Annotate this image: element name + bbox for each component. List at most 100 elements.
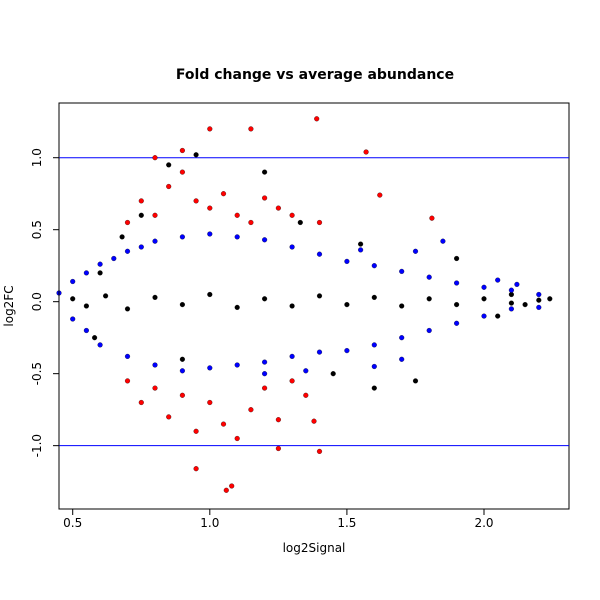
- data-point: [179, 234, 185, 240]
- data-point: [166, 162, 172, 168]
- data-point: [371, 363, 377, 370]
- data-point: [166, 183, 172, 190]
- data-point: [179, 169, 185, 175]
- data-point: [316, 448, 323, 454]
- data-point: [103, 293, 109, 299]
- data-point: [358, 247, 364, 253]
- data-point: [536, 297, 542, 303]
- data-point: [275, 445, 281, 452]
- data-point: [152, 362, 158, 368]
- data-point: [229, 483, 235, 489]
- data-point: [220, 191, 227, 197]
- data-point: [97, 270, 103, 276]
- data-point: [371, 342, 377, 348]
- data-point: [481, 313, 487, 319]
- data-point: [152, 155, 158, 161]
- data-point: [234, 435, 240, 442]
- data-point: [399, 335, 405, 341]
- data-point: [92, 335, 98, 341]
- data-point: [248, 407, 254, 413]
- data-point: [508, 287, 514, 293]
- data-point: [262, 371, 268, 377]
- y-axis-label: log2FC: [2, 285, 16, 326]
- data-point: [371, 263, 377, 269]
- data-point: [344, 258, 350, 264]
- data-point: [289, 244, 295, 250]
- data-point: [262, 359, 268, 365]
- data-point: [303, 392, 309, 398]
- data-point: [220, 421, 227, 427]
- reference-lines: [59, 157, 569, 447]
- data-point: [508, 300, 514, 306]
- data-point: [97, 342, 103, 348]
- y-axis: -1.0 -0.5 0.0 0.5 1.0: [30, 148, 60, 457]
- data-point: [124, 248, 131, 254]
- data-point: [316, 219, 323, 226]
- data-point: [399, 356, 405, 362]
- data-point: [412, 248, 419, 254]
- data-point: [207, 291, 213, 298]
- data-point: [124, 378, 131, 384]
- x-axis-label: log2Signal: [283, 541, 346, 555]
- data-point: [508, 306, 514, 312]
- data-point: [179, 368, 185, 374]
- data-point: [426, 274, 432, 280]
- data-point: [289, 212, 295, 218]
- data-point: [193, 428, 199, 434]
- data-point: [207, 231, 213, 237]
- data-points: [56, 116, 553, 493]
- y-tick-label: -0.5: [30, 362, 44, 385]
- data-point: [138, 399, 144, 406]
- data-point: [377, 192, 383, 198]
- data-point: [454, 280, 460, 286]
- data-point: [547, 296, 553, 302]
- data-point: [262, 237, 268, 243]
- data-point: [166, 414, 172, 420]
- data-point: [426, 327, 432, 334]
- data-point: [152, 385, 158, 391]
- data-point: [207, 365, 213, 371]
- data-point: [426, 296, 432, 302]
- x-tick-label: 0.5: [63, 516, 82, 530]
- data-point: [179, 356, 185, 362]
- data-point: [262, 385, 268, 391]
- data-point: [330, 371, 336, 377]
- data-point: [207, 126, 213, 132]
- data-point: [138, 212, 144, 218]
- data-point: [119, 234, 125, 240]
- data-point: [481, 284, 487, 290]
- data-point: [83, 270, 89, 276]
- data-point: [179, 392, 185, 398]
- data-point: [495, 277, 501, 283]
- data-point: [193, 152, 199, 158]
- data-point: [536, 304, 542, 310]
- data-point: [508, 291, 514, 298]
- x-tick-label: 1.5: [337, 516, 356, 530]
- data-point: [138, 198, 144, 204]
- x-tick-label: 2.0: [474, 516, 493, 530]
- data-point: [275, 205, 281, 211]
- data-point: [399, 268, 405, 274]
- data-point: [179, 302, 185, 308]
- data-point: [429, 215, 435, 221]
- y-tick-label: -1.0: [30, 434, 44, 457]
- data-point: [344, 302, 350, 308]
- data-point: [514, 281, 520, 287]
- y-tick-label: 0.0: [30, 292, 44, 311]
- data-point: [314, 116, 320, 122]
- data-point: [70, 278, 76, 285]
- data-point: [316, 349, 323, 355]
- data-point: [152, 294, 158, 300]
- data-point: [412, 378, 419, 384]
- data-point: [399, 303, 405, 309]
- data-point: [297, 219, 303, 226]
- plot-frame: [58, 102, 570, 510]
- data-point: [358, 241, 364, 247]
- data-point: [363, 149, 369, 155]
- data-point: [111, 255, 117, 262]
- data-point: [344, 348, 350, 354]
- data-point: [522, 302, 528, 308]
- data-point: [248, 126, 254, 132]
- data-point: [454, 302, 460, 308]
- data-point: [124, 219, 131, 226]
